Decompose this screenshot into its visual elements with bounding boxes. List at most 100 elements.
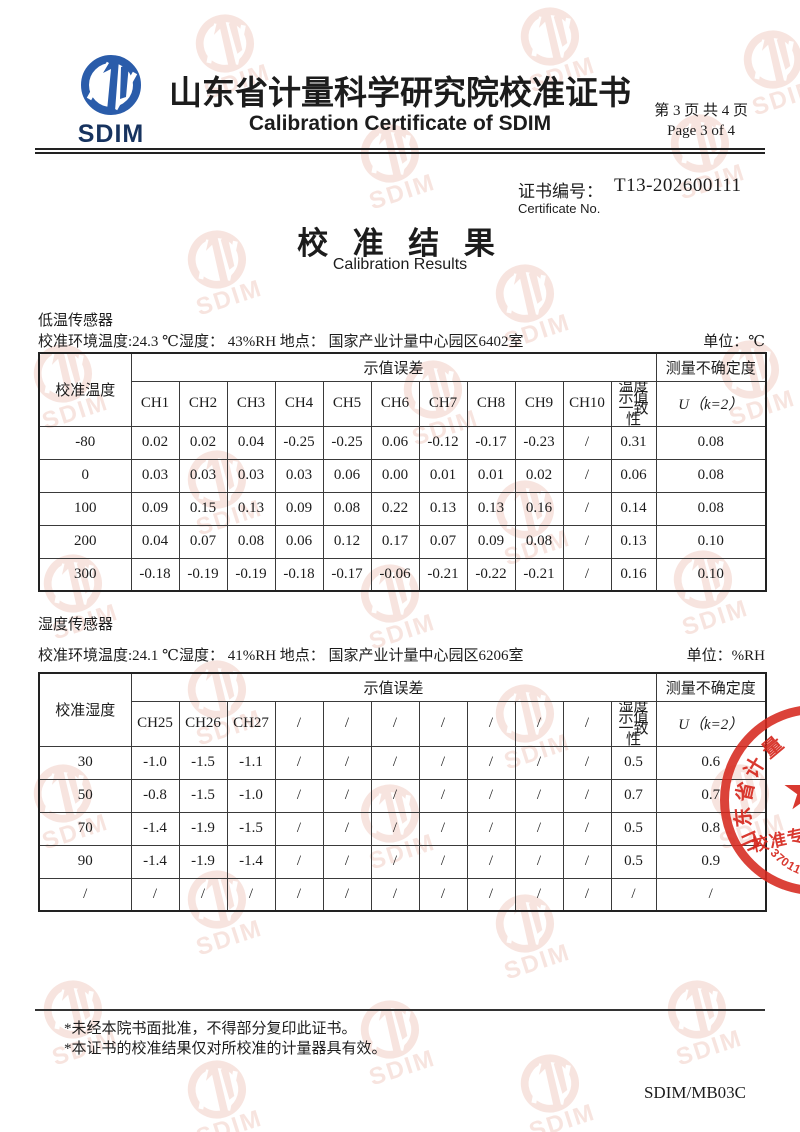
uncertainty-cell: 0.08 [655, 491, 767, 526]
value-cell: 0.5 [610, 844, 657, 879]
page-subtitle: Calibration Certificate of SDIM [248, 112, 552, 135]
value-cell: -1.0 [226, 778, 276, 813]
value-cell: / [370, 745, 420, 780]
value-cell: -0.18 [130, 557, 180, 592]
value-cell: -1.5 [226, 811, 276, 846]
value-cell: 0.14 [610, 491, 657, 526]
value-cell: / [562, 778, 612, 813]
results-title: 校 准 结 果 [297, 226, 503, 261]
value-cell: 0.03 [130, 458, 180, 493]
table-row: 70 -1.4 -1.9 -1.5// / / / //0.5 0.8 [38, 811, 767, 846]
channel-header: CH9 [514, 380, 564, 427]
value-cell: 0.06 [274, 524, 324, 559]
uncertainty-cell: 0.10 [655, 524, 767, 559]
channel-header: CH4 [274, 380, 324, 427]
value-cell: / [466, 745, 516, 780]
value-cell: 0.02 [130, 425, 180, 460]
uncertainty-cell: 0.8 [655, 811, 767, 846]
stamp-star-icon: ★ [781, 764, 800, 818]
value-cell: -1.9 [178, 811, 228, 846]
value-cell: 0.16 [610, 557, 657, 592]
value-cell: -0.22 [466, 557, 516, 592]
value-cell: -0.8 [130, 778, 180, 813]
value-cell: 0.5 [610, 745, 657, 780]
stamp-serial-digit: 1 [784, 858, 798, 874]
value-cell: -0.21 [418, 557, 468, 592]
value-cell: -1.4 [226, 844, 276, 879]
low-temp-env-row: 校准环境温度:24.3 ℃湿度： 43%RH 地点： 国家产业计量中心园区640… [38, 330, 765, 351]
error-group-header: 示值误差 [130, 672, 657, 702]
value-cell: -0.17 [322, 557, 372, 592]
value-cell: / [226, 877, 276, 912]
humidity-env-conditions: 校准环境温度:24.1 ℃湿度： 41%RH 地点： 国家产业计量中心园区620… [38, 648, 524, 664]
point-cell: -80 [38, 425, 132, 460]
value-cell: 0.00 [370, 458, 420, 493]
document-code: SDIM/MB03C [643, 1083, 746, 1102]
value-cell: / [466, 844, 516, 879]
page-number: 第 3 页 共 4 页 Page 3 of 4 [654, 101, 748, 141]
value-cell: -1.4 [130, 844, 180, 879]
value-cell: 0.08 [226, 524, 276, 559]
error-group-header: 示值误差 [130, 352, 657, 382]
low-temp-table: 校准温度 示值误差 测量不确定度 CH1 CH2 CH3 CH4 CH5 CH6 CH7 CH… [38, 352, 767, 592]
value-cell: -0.23 [514, 425, 564, 460]
value-cell: / [274, 811, 324, 846]
stamp-serial-digit: 2 [796, 863, 800, 880]
channel-header: / [562, 700, 612, 747]
uncertainty-cell: / [655, 877, 767, 912]
certificate-no-label: 证书编号： [518, 182, 603, 201]
value-cell: 0.31 [610, 425, 657, 460]
value-cell: -0.17 [466, 425, 516, 460]
value-cell: 0.09 [130, 491, 180, 526]
value-cell: 0.13 [226, 491, 276, 526]
certificate-no-label-en: Certificate No. [518, 201, 601, 216]
value-cell: 0.06 [370, 425, 420, 460]
value-cell: / [322, 844, 372, 879]
page-title: 山东省计量科学研究院校准证书 [169, 76, 631, 112]
channel-header: CH2 [178, 380, 228, 427]
value-cell: / [370, 811, 420, 846]
sdim-logo-icon [81, 55, 141, 115]
low-temp-env-conditions: 校准环境温度:24.3 ℃湿度： 43%RH 地点： 国家产业计量中心园区640… [38, 334, 524, 350]
value-cell: / [562, 458, 612, 493]
value-cell: -0.18 [274, 557, 324, 592]
table-row: 300 -0.18 -0.19 -0.19 -0.18 -0.17 -0.06 -0.21 -0… [38, 557, 767, 592]
table-row: / / / / / / / / / / / / / [38, 877, 767, 912]
value-cell: 0.13 [418, 491, 468, 526]
value-cell: / [514, 844, 564, 879]
point-cell: 30 [38, 745, 132, 780]
stamp-paren-text: （5 [789, 848, 800, 868]
channel-header: / [274, 700, 324, 747]
channel-header: CH7 [418, 380, 468, 427]
value-cell: / [418, 844, 468, 879]
value-cell: -0.25 [322, 425, 372, 460]
value-cell: / [562, 877, 612, 912]
value-cell: / [562, 811, 612, 846]
value-cell: / [418, 778, 468, 813]
table-row: 90 -1.4 -1.9 -1.4// / / / //0.5 0.9 [38, 844, 767, 879]
value-cell: 0.07 [178, 524, 228, 559]
value-cell: 0.17 [370, 524, 420, 559]
footer-note-1: *未经本院书面批准，不得部分复印此证书。 [64, 1021, 357, 1037]
value-cell: 0.06 [322, 458, 372, 493]
value-cell: 0.09 [466, 524, 516, 559]
channel-header: / [322, 700, 372, 747]
value-cell: / [562, 524, 612, 559]
point-cell: 50 [38, 778, 132, 813]
point-cell: 100 [38, 491, 132, 526]
point-cell: 0 [38, 458, 132, 493]
value-cell: / [418, 745, 468, 780]
value-cell: / [370, 844, 420, 879]
value-cell: 0.07 [418, 524, 468, 559]
value-cell: / [562, 745, 612, 780]
value-cell: 0.15 [178, 491, 228, 526]
value-cell: -1.0 [130, 745, 180, 780]
value-cell: -1.5 [178, 778, 228, 813]
value-cell: / [418, 877, 468, 912]
channel-header: CH6 [370, 380, 420, 427]
value-cell: / [178, 877, 228, 912]
sdim-watermark: SDIM [495, 1039, 612, 1132]
value-cell: / [322, 811, 372, 846]
value-cell: / [274, 844, 324, 879]
point-header: 校准湿度 [38, 672, 132, 747]
